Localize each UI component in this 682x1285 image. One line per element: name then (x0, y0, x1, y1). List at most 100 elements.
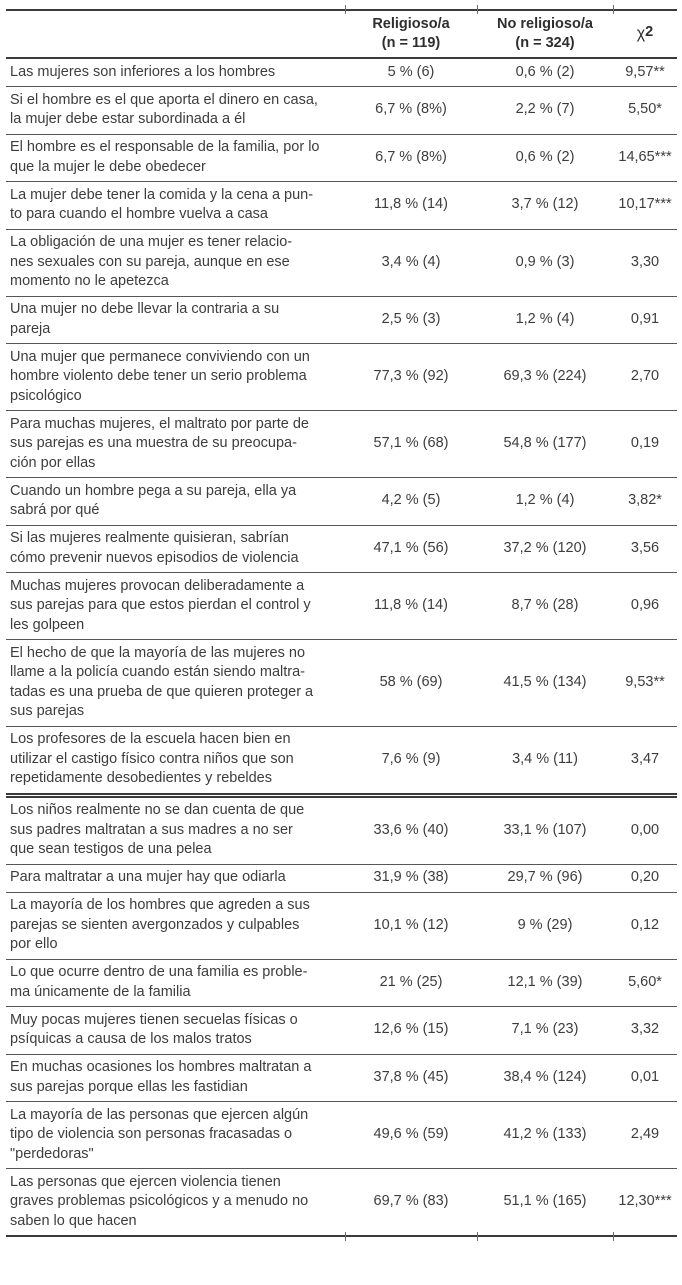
chi2-value: 3,82* (613, 477, 677, 525)
statement-cell: El hombre es el responsable de la famili… (6, 133, 345, 182)
chi2-value: 0,19 (613, 410, 677, 478)
chi2-value: 3,47 (613, 725, 677, 795)
chi2-value: 0,12 (613, 891, 677, 959)
religioso-value: 10,1 % (12) (345, 891, 477, 959)
column-tick (345, 1232, 346, 1241)
table-row: Las personas que ejercen violencia tiene… (6, 1168, 677, 1236)
table-row: La obligación de una mujer es tener rela… (6, 228, 677, 296)
no-religioso-value: 33,1 % (107) (477, 792, 613, 864)
chi2-value: 3,56 (613, 524, 677, 573)
table-row: Muy pocas mujeres tienen secuelas física… (6, 1006, 677, 1054)
column-tick (345, 5, 346, 14)
chi2-value: 5,50* (613, 86, 677, 134)
statement-cell: Los profesores de la escuela hacen bien … (6, 725, 345, 795)
chi2-value: 0,00 (613, 792, 677, 864)
table-row: Una mujer que permanece conviviendo con … (6, 343, 677, 411)
religioso-value: 7,6 % (9) (345, 725, 477, 795)
religioso-value: 37,8 % (45) (345, 1053, 477, 1102)
statement-cell: Cuando un hombre pega a su pareja, ella … (6, 477, 345, 525)
no-religioso-value: 1,2 % (4) (477, 295, 613, 344)
chi2-value: 9,57** (625, 63, 665, 80)
no-religioso-value: 51,1 % (165) (477, 1168, 613, 1236)
religioso-value: 58 % (69) (345, 639, 477, 726)
religioso-value: 57,1 % (68) (345, 410, 477, 478)
table-row: Si las mujeres realmente quisieran, sabr… (6, 524, 677, 573)
religioso-value: 12,6 % (15) (345, 1006, 477, 1054)
table-row: Cuando un hombre pega a su pareja, ella … (6, 477, 677, 525)
statement-cell: Las mujeres son inferiores a los hombres (10, 63, 276, 80)
table-row: Los profesores de la escuela hacen bien … (6, 725, 677, 795)
statement-cell: Si el hombre es el que aporta el dinero … (6, 86, 345, 134)
statistics-table-container: Religioso/a (n = 119) No religioso/a (n … (6, 5, 677, 1241)
statement-cell: Los niños realmente no se dan cuenta de … (6, 792, 345, 864)
no-religioso-value: 29,7 % (96) (477, 863, 613, 892)
statement-cell: Las personas que ejercen violencia tiene… (6, 1168, 345, 1236)
column-tick (613, 1232, 614, 1241)
no-religioso-value: 2,2 % (7) (477, 86, 613, 134)
header-no-religioso: No religioso/a (n = 324) (477, 9, 613, 59)
header-statement-column (6, 9, 345, 59)
table-row: El hombre es el responsable de la famili… (6, 133, 677, 182)
table-row-section-start: Los niños realmente no se dan cuenta de … (6, 792, 677, 864)
religioso-value: 3,4 % (4) (345, 228, 477, 296)
no-religioso-value: 54,8 % (177) (477, 410, 613, 478)
header-row: Religioso/a (n = 119) No religioso/a (n … (6, 9, 677, 59)
header-chi-square: χ2 (613, 9, 677, 59)
chi2-value: 5,60* (613, 958, 677, 1007)
no-religioso-value: 69,3 % (224) (477, 343, 613, 411)
statement-cell: Lo que ocurre dentro de una familia es p… (6, 958, 345, 1007)
no-religioso-value: 8,7 % (28) (477, 572, 613, 640)
column-tick (477, 5, 478, 14)
religioso-value: 31,9 % (38) (345, 863, 477, 892)
religioso-value: 69,7 % (83) (345, 1168, 477, 1236)
no-religioso-value: 37,2 % (120) (477, 524, 613, 573)
chi2-value: 2,70 (613, 343, 677, 411)
chi2-value: 0,91 (613, 295, 677, 344)
no-religioso-value: 1,2 % (4) (477, 477, 613, 525)
statement-cell: Para maltratar a una mujer hay que odiar… (6, 863, 345, 892)
no-religioso-value: 0,9 % (3) (477, 228, 613, 296)
religioso-value: 47,1 % (56) (345, 524, 477, 573)
religioso-value: 2,5 % (3) (345, 295, 477, 344)
table-row: Para muchas mujeres, el maltrato por par… (6, 410, 677, 478)
religioso-value: 21 % (25) (345, 958, 477, 1007)
religioso-value: 6,7 % (8%) (345, 133, 477, 182)
statement-cell: La mujer debe tener la comida y la cena … (6, 181, 345, 229)
statement-cell: Para muchas mujeres, el maltrato por par… (6, 410, 345, 478)
statement-cell: Muy pocas mujeres tienen secuelas física… (6, 1006, 345, 1054)
statement-cell: Una mujer que permanece conviviendo con … (6, 343, 345, 411)
table-row: Muchas mujeres provocan deliberadamente … (6, 572, 677, 640)
chi-exponent: 2 (645, 24, 654, 41)
religioso-value: 6,7 % (8%) (345, 86, 477, 134)
chi2-value: 3,32 (613, 1006, 677, 1054)
statement-cell: Una mujer no debe llevar la contraria a … (6, 295, 345, 344)
chi2-value: 14,65*** (613, 133, 677, 182)
table-row: La mayoría de las personas que ejercen a… (6, 1101, 677, 1169)
religioso-value: 77,3 % (92) (345, 343, 477, 411)
chi2-value: 12,30*** (613, 1168, 677, 1236)
statement-cell: La mayoría de los hombres que agreden a … (6, 891, 345, 959)
chi-symbol: χ (636, 25, 646, 43)
statement-cell: La obligación de una mujer es tener rela… (6, 228, 345, 296)
no-religioso-value: 3,7 % (12) (477, 181, 613, 229)
no-religioso-value: 0,6 % (2) (477, 133, 613, 182)
chi2-value: 9,53** (613, 639, 677, 726)
table-row: Una mujer no debe llevar la contraria a … (6, 295, 677, 344)
chi2-value: 0,01 (613, 1053, 677, 1102)
statement-cell: En muchas ocasiones los hombres maltrata… (6, 1053, 345, 1102)
statistics-table: Religioso/a (n = 119) No religioso/a (n … (6, 9, 677, 1237)
statement-cell: La mayoría de las personas que ejercen a… (6, 1101, 345, 1169)
header-religioso: Religioso/a (n = 119) (345, 9, 477, 59)
religioso-value: 11,8 % (14) (345, 572, 477, 640)
no-religioso-value: 7,1 % (23) (477, 1006, 613, 1054)
column-tick (613, 5, 614, 14)
religioso-value: 11,8 % (14) (345, 181, 477, 229)
chi2-value: 10,17*** (613, 181, 677, 229)
column-tick (477, 1232, 478, 1241)
table-row: El hecho de que la mayoría de las mujere… (6, 639, 677, 726)
table-row: Las mujeres son inferiores a los hombres… (6, 58, 677, 87)
religioso-value: 4,2 % (5) (345, 477, 477, 525)
chi2-value: 0,96 (613, 572, 677, 640)
chi2-value: 2,49 (613, 1101, 677, 1169)
no-religioso-value: 41,2 % (133) (477, 1101, 613, 1169)
